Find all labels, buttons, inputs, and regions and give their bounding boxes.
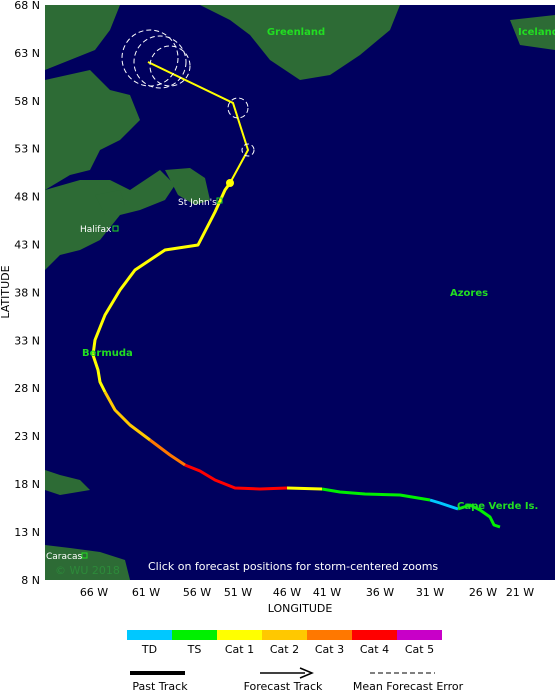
lat-label: 43 N (14, 239, 40, 252)
place-label: Azores (450, 288, 488, 299)
lat-label: 38 N (14, 286, 40, 299)
lat-label: 18 N (14, 478, 40, 491)
legend-swatch (307, 630, 352, 640)
place-label: St John's (178, 198, 217, 208)
lat-label: 48 N (14, 191, 40, 204)
forecast-track (147, 61, 250, 184)
legend-swatch (397, 630, 442, 640)
legend-swatch (172, 630, 217, 640)
line-legend-icons (130, 667, 435, 679)
place-label: Greenland (267, 27, 325, 38)
lon-label: 51 W (224, 586, 252, 599)
place-label: Cape Verde Is. (457, 501, 538, 512)
lat-label: 13 N (14, 526, 40, 539)
legend-swatch (262, 630, 307, 640)
lon-label: 66 W (80, 586, 108, 599)
lon-label: 41 W (313, 586, 341, 599)
legend-label: TS (187, 643, 202, 656)
axis-labels: 68 N 63 N 58 N 53 N 48 N 43 N 38 N 33 N 28 N 23 N… (14, 0, 534, 599)
lon-label: 31 W (416, 586, 444, 599)
lat-label: 8 N (21, 574, 40, 587)
legend-label: Cat 4 (360, 643, 389, 656)
place-label: Halifax (80, 225, 112, 235)
x-axis-title: LONGITUDE (268, 602, 333, 615)
land (45, 5, 555, 580)
legend-label: Cat 5 (405, 643, 434, 656)
lon-label: 26 W (469, 586, 497, 599)
place-label: Iceland (518, 27, 555, 38)
lon-label: 56 W (183, 586, 211, 599)
lon-label: 21 W (506, 586, 534, 599)
line-legend-label: Forecast Track (244, 680, 323, 690)
legend-label: Cat 3 (315, 643, 344, 656)
note: Click on forecast positions for storm-ce… (148, 560, 438, 573)
lat-label: 68 N (14, 0, 40, 12)
place-label: Bermuda (82, 348, 133, 359)
place-markers (81, 197, 223, 559)
lat-label: 58 N (14, 95, 40, 108)
watermark: © WU 2018 (55, 564, 120, 577)
legend-swatch (352, 630, 397, 640)
lon-label: 61 W (132, 586, 160, 599)
legend-swatch (217, 630, 262, 640)
lat-label: 53 N (14, 143, 40, 156)
lat-label: 63 N (14, 47, 40, 60)
legend-label: TD (141, 643, 157, 656)
forecast-error (121, 29, 255, 157)
forecast-point[interactable] (226, 179, 234, 187)
lat-label: 28 N (14, 382, 40, 395)
lat-label: 33 N (14, 334, 40, 347)
lon-label: 46 W (273, 586, 301, 599)
legend: TD TS Cat 1 Cat 2 Cat 3 Cat 4 Cat 5 (127, 630, 442, 656)
line-legend-label: Mean Forecast Error (353, 680, 464, 690)
past-track (91, 182, 501, 529)
y-axis-title: LATITUDE (0, 265, 12, 318)
line-legend-label: Past Track (132, 680, 188, 690)
legend-label: Cat 1 (225, 643, 254, 656)
legend-swatch (127, 630, 172, 640)
place-label: Caracas (46, 552, 82, 562)
map (45, 5, 555, 580)
lat-label: 23 N (14, 430, 40, 443)
lon-label: 36 W (366, 586, 394, 599)
legend-label: Cat 2 (270, 643, 299, 656)
